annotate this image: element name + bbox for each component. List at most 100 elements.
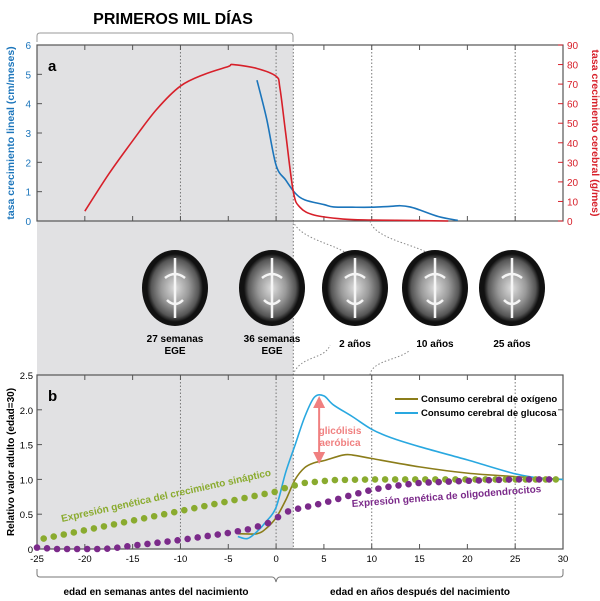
postnatal-axis-label: edad en años después del nacimiento — [330, 587, 510, 598]
oligodendrocyte-dot — [184, 535, 191, 543]
brain-age-label: 27 semanas — [147, 334, 204, 345]
ventricles — [424, 258, 446, 318]
oligodendrocyte-dot — [234, 527, 242, 535]
synaptic-dot — [311, 478, 319, 486]
brain-age-label: 25 años — [493, 339, 531, 350]
x-tick-label: -5 — [224, 554, 232, 565]
brain-age-label: 10 años — [416, 339, 454, 350]
synaptic-dot — [301, 479, 309, 487]
ventricles — [164, 258, 186, 318]
synaptic-dot — [341, 476, 349, 484]
y-tick-label: 0.5 — [20, 510, 33, 521]
x-tick-label: 0 — [273, 554, 278, 565]
oligodendrocyte-dot — [505, 476, 513, 483]
connector-2y-bottom — [292, 344, 331, 376]
oligodendrocyte-dot — [445, 478, 453, 485]
synaptic-dot — [371, 476, 379, 483]
oligodendrocyte-dot — [415, 479, 422, 487]
synaptic-dot — [261, 490, 268, 498]
y-tick-label-right: 40 — [567, 139, 579, 150]
synaptic-dot — [110, 521, 118, 528]
oligodendrocyte-dot — [535, 476, 543, 483]
y-tick-label-right: 70 — [567, 80, 579, 91]
y-tick-label-left: 5 — [25, 70, 31, 81]
synaptic-dot — [321, 477, 329, 485]
y-tick-label-right: 90 — [567, 41, 579, 52]
y-tick-label-right: 80 — [567, 61, 579, 72]
legend-glucose-label: Consumo cerebral de glucosa — [421, 408, 557, 419]
oligodendrocyte-dot — [475, 477, 483, 484]
y-tick-label-left: 3 — [25, 129, 31, 140]
oligodendrocyte-dot — [214, 531, 222, 538]
ventricles — [261, 258, 283, 318]
synaptic-dot — [100, 523, 108, 530]
brain-mri-image: 10 años — [402, 250, 468, 350]
synaptic-dot — [552, 476, 560, 483]
prenatal-axis-label: edad en semanas antes del nacimiento — [63, 587, 248, 598]
synaptic-dot — [391, 476, 399, 483]
y-tick-label-left: 6 — [25, 41, 31, 52]
synaptic-dot — [191, 504, 198, 512]
x-tick-label: 30 — [558, 554, 569, 565]
oligodendrocyte-dot — [425, 479, 432, 486]
connector-10y-top — [369, 220, 431, 256]
oligodendrocyte-dot — [93, 545, 101, 553]
synaptic-dot — [271, 488, 278, 496]
synaptic-dot — [50, 533, 58, 540]
panel-a-label: a — [48, 58, 57, 75]
synaptic-dot — [170, 508, 178, 516]
y-tick-label-left: 0 — [25, 217, 31, 228]
brain-age-sublabel: EGE — [164, 346, 185, 357]
synaptic-dot — [401, 476, 409, 483]
y-tick-label-left: 4 — [25, 100, 31, 111]
synaptic-dot — [291, 482, 299, 489]
y-tick-label: 1.5 — [20, 441, 33, 452]
panel-b-label: b — [48, 388, 57, 405]
brain-mri-image: 2 años — [322, 250, 388, 350]
oligodendrocyte-dot — [485, 476, 493, 484]
oligodendrocyte-dot — [365, 487, 372, 494]
oligodendrocyte-dot — [495, 476, 503, 484]
panel-b-ylabel: Relativo valor adulto (edad=30) — [6, 388, 17, 536]
y-tick-label-right: 10 — [567, 197, 579, 208]
x-tick-label: 15 — [414, 554, 425, 565]
oligodendrocyte-dot — [435, 478, 442, 486]
oligodendrocyte-dot — [254, 523, 262, 530]
x-tick-label: 5 — [321, 554, 326, 565]
oligodendrocyte-dot — [405, 480, 412, 488]
oligodendrocyte-dot — [355, 489, 362, 497]
oligodendrocyte-dot — [33, 544, 41, 551]
x-tick-label: 25 — [510, 554, 521, 565]
connector-2y-top — [292, 220, 349, 256]
oligodendrocyte-dot — [63, 545, 71, 553]
oligodendrocyte-dot — [144, 540, 151, 548]
oligodendrocyte-dot — [43, 545, 51, 552]
y-tick-label-left: 2 — [25, 158, 31, 169]
oligodendrocyte-dot — [545, 476, 553, 483]
y-tick-label: 0 — [28, 545, 33, 556]
oligodendrocyte-dot — [83, 545, 91, 553]
y-tick-label-right: 50 — [567, 119, 579, 130]
brain-growth-line — [84, 63, 449, 222]
panel-b-frame — [36, 374, 564, 550]
oligodendrocyte-dot — [375, 485, 382, 492]
oligodendrocyte-dot — [284, 508, 292, 515]
oligodendrocyte-dot — [334, 495, 342, 503]
synaptic-dot — [90, 525, 98, 532]
oligodendrocyte-dot — [124, 542, 131, 550]
oligodendrocyte-dot — [103, 545, 111, 552]
oligodendrocyte-dot — [224, 529, 232, 537]
synaptic-dot — [241, 494, 248, 502]
y-tick-label-right: 20 — [567, 178, 579, 189]
x-tick-label: 10 — [366, 554, 377, 565]
synaptic-dot — [80, 527, 88, 534]
oligodendrocyte-dot — [294, 505, 302, 513]
y-tick-label: 2.5 — [20, 371, 33, 382]
synaptic-dot — [130, 517, 138, 524]
synaptic-dot — [381, 476, 389, 483]
synaptic-dot — [361, 476, 369, 483]
